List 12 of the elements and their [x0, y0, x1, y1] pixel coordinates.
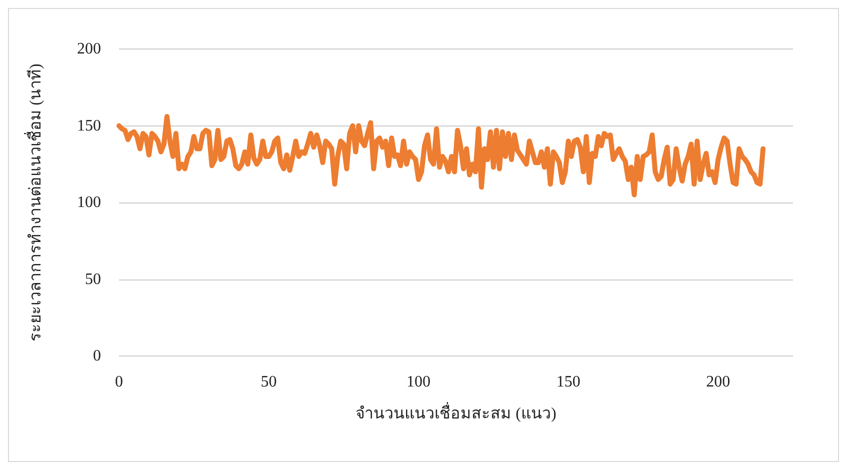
- x-tick-label: 50: [260, 374, 277, 390]
- x-tick-label: 150: [556, 374, 580, 390]
- y-tick-label: 200: [77, 40, 101, 58]
- y-tick-label: 0: [93, 348, 101, 364]
- y-tick-label: 100: [77, 194, 101, 211]
- x-tick-label: 200: [706, 374, 730, 390]
- y-axis-title: ระยะเวลาการทำงานต่อแนวเชื่อม (นาที): [24, 64, 44, 342]
- x-tick-label: 100: [406, 374, 431, 390]
- x-axis-title: จำนวนแนวเชื่อมสะสม (แนว): [356, 402, 556, 422]
- y-tick-label: 150: [77, 117, 101, 134]
- y-tick-label: 50: [85, 270, 101, 288]
- x-tick-label: 0: [115, 374, 123, 390]
